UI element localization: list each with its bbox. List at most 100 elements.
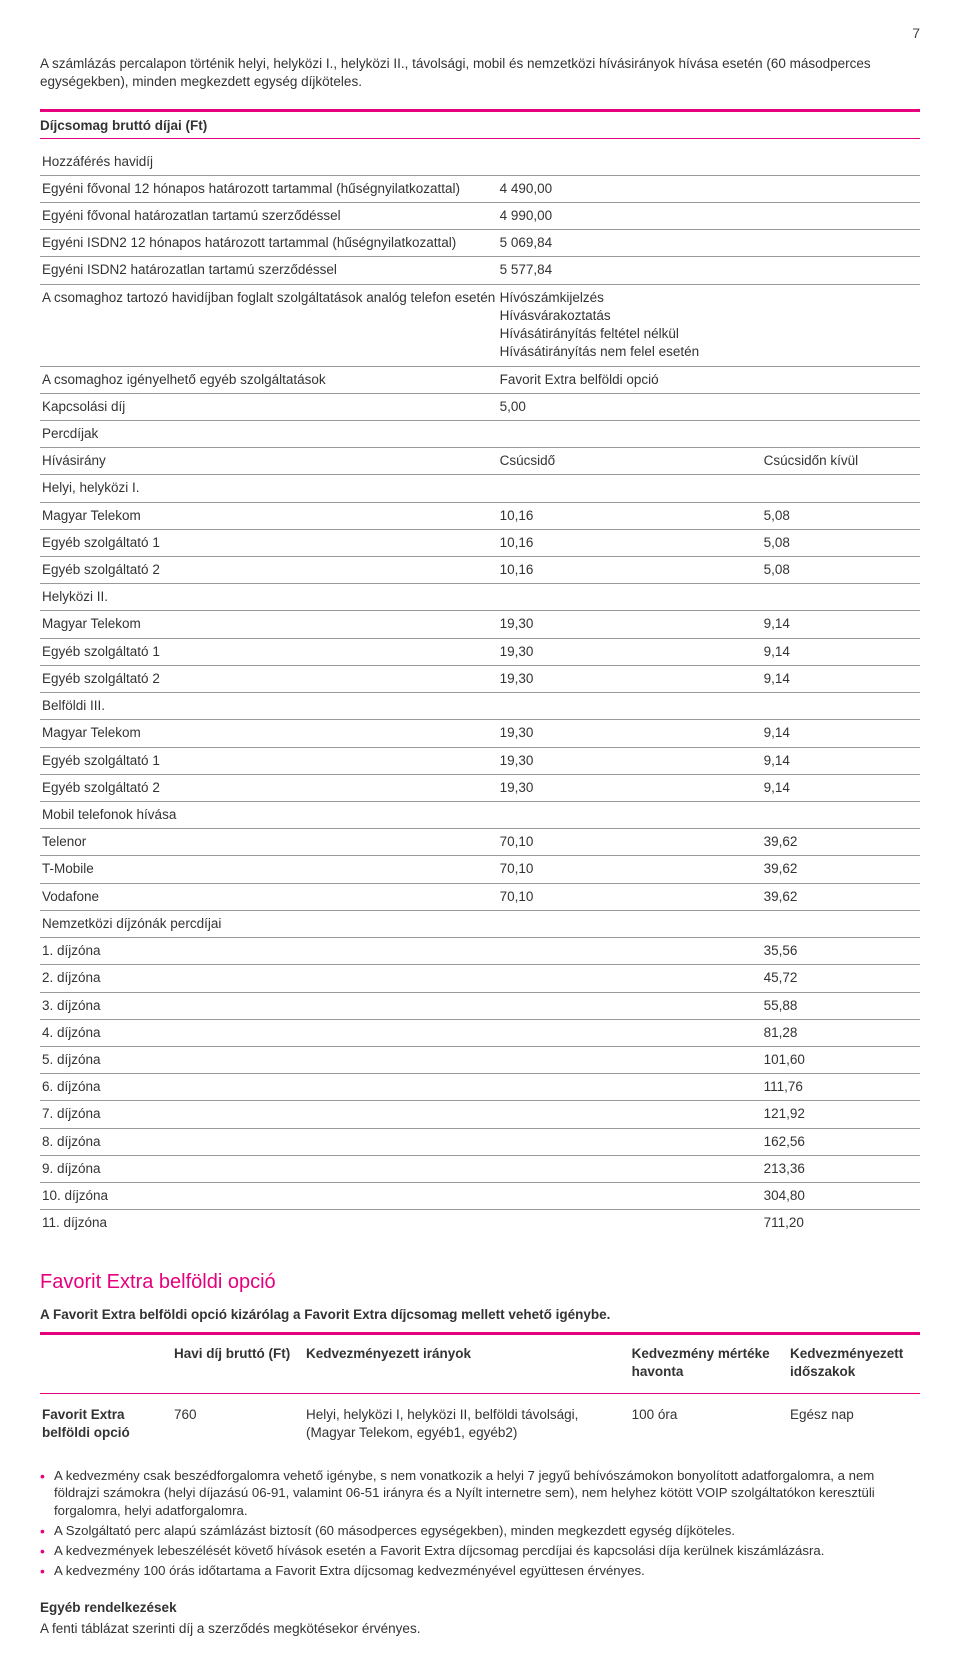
- rate-group-title: Helyi, helyközi I.: [40, 475, 498, 502]
- intl-row-value: 101,60: [762, 1046, 920, 1073]
- intl-row-label: 9. díjzóna: [40, 1155, 498, 1182]
- opt-col-fee: Havi díj bruttó (Ft): [172, 1339, 304, 1387]
- rate-col-peak: Csúcsidő: [498, 448, 762, 475]
- rate-row-peak: 10,16: [498, 557, 762, 584]
- page-number: 7: [40, 24, 920, 43]
- rate-row-off: 9,14: [762, 638, 920, 665]
- rate-group-title: Helyközi II.: [40, 584, 498, 611]
- connection-fee-value: 5,00: [498, 393, 762, 420]
- intl-row-label: 3. díjzóna: [40, 992, 498, 1019]
- rate-row-peak: 10,16: [498, 529, 762, 556]
- access-row-value: 5 577,84: [498, 257, 762, 284]
- rate-row-peak: 19,30: [498, 747, 762, 774]
- option-table: Havi díj bruttó (Ft) Kedvezményezett irá…: [40, 1339, 920, 1387]
- rate-row-peak: 19,30: [498, 720, 762, 747]
- intro-text: A számlázás percalapon történik helyi, h…: [40, 55, 920, 91]
- opt-row-name: Favorit Extra belföldi opció: [40, 1400, 172, 1448]
- optional-services-value: Favorit Extra belföldi opció: [498, 366, 762, 393]
- option-table-body: Favorit Extra belföldi opció 760 Helyi, …: [40, 1400, 920, 1448]
- option-section-title: Favorit Extra belföldi opció: [40, 1269, 920, 1296]
- rate-row-label: Egyéb szolgáltató 1: [40, 638, 498, 665]
- rate-row-off: 39,62: [762, 829, 920, 856]
- rate-row-label: Vodafone: [40, 883, 498, 910]
- opt-row-dirs: Helyi, helyközi I, helyközi II, belföldi…: [304, 1400, 630, 1448]
- rate-row-peak: 19,30: [498, 638, 762, 665]
- rate-row-label: Telenor: [40, 829, 498, 856]
- note-item: A kedvezmény 100 órás időtartama a Favor…: [40, 1562, 920, 1580]
- rate-row-off: 9,14: [762, 611, 920, 638]
- rate-row-off: 5,08: [762, 557, 920, 584]
- intro-block: A számlázás percalapon történik helyi, h…: [40, 55, 920, 91]
- rate-row-off: 9,14: [762, 747, 920, 774]
- intl-row-value: 304,80: [762, 1183, 920, 1210]
- rate-row-off: 5,08: [762, 529, 920, 556]
- rate-row-off: 39,62: [762, 883, 920, 910]
- intl-row-label: 8. díjzóna: [40, 1128, 498, 1155]
- access-row-label: Egyéni fővonal 12 hónapos határozott tar…: [40, 175, 498, 202]
- rate-col-off: Csúcsidőn kívül: [762, 448, 920, 475]
- rate-row-peak: 70,10: [498, 883, 762, 910]
- accent-rule-thin: [40, 1393, 920, 1394]
- rate-row-label: Magyar Telekom: [40, 720, 498, 747]
- opt-row-period: Egész nap: [788, 1400, 920, 1448]
- rate-row-label: T-Mobile: [40, 856, 498, 883]
- opt-row-fee: 760: [172, 1400, 304, 1448]
- access-row-value: 4 490,00: [498, 175, 762, 202]
- rate-row-off: 39,62: [762, 856, 920, 883]
- intl-row-label: 11. díjzóna: [40, 1210, 498, 1237]
- rate-row-off: 9,14: [762, 720, 920, 747]
- rate-row-label: Egyéb szolgáltató 2: [40, 557, 498, 584]
- access-row-label: Egyéni fővonal határozatlan tartamú szer…: [40, 202, 498, 229]
- access-row-value: 4 990,00: [498, 202, 762, 229]
- note-item: A kedvezmény csak beszédforgalomra vehet…: [40, 1467, 920, 1520]
- bundled-lines: HívószámkijelzésHívásvárakoztatásHívását…: [498, 284, 762, 366]
- intl-row-value: 213,36: [762, 1155, 920, 1182]
- intl-row-label: 5. díjzóna: [40, 1046, 498, 1073]
- intl-row-value: 162,56: [762, 1128, 920, 1155]
- access-row-value: 5 069,84: [498, 230, 762, 257]
- intl-row-value: 55,88: [762, 992, 920, 1019]
- rate-row-peak: 19,30: [498, 774, 762, 801]
- rate-group-title: Belföldi III.: [40, 693, 498, 720]
- rates-heading: Percdíjak: [40, 420, 498, 447]
- opt-col-dirs: Kedvezményezett irányok: [304, 1339, 630, 1387]
- opt-col-empty: [40, 1339, 172, 1387]
- rate-row-label: Egyéb szolgáltató 2: [40, 774, 498, 801]
- closing-text: A fenti táblázat szerinti díj a szerződé…: [40, 1620, 920, 1638]
- accent-rule-thick: [40, 109, 920, 112]
- intl-row-value: 81,28: [762, 1019, 920, 1046]
- rate-row-label: Egyéb szolgáltató 1: [40, 529, 498, 556]
- intl-row-label: 6. díjzóna: [40, 1074, 498, 1101]
- rate-row-peak: 10,16: [498, 502, 762, 529]
- rate-row-peak: 19,30: [498, 611, 762, 638]
- opt-col-amount: Kedvezmény mértéke havonta: [630, 1339, 788, 1387]
- rate-row-label: Magyar Telekom: [40, 502, 498, 529]
- intl-row-label: 7. díjzóna: [40, 1101, 498, 1128]
- option-section-subtitle: A Favorit Extra belföldi opció kizárólag…: [40, 1306, 920, 1324]
- intl-row-value: 121,92: [762, 1101, 920, 1128]
- rate-row-peak: 70,10: [498, 856, 762, 883]
- intl-row-label: 1. díjzóna: [40, 938, 498, 965]
- intl-row-label: 4. díjzóna: [40, 1019, 498, 1046]
- accent-rule-thin: [40, 138, 920, 139]
- closing-title: Egyéb rendelkezések: [40, 1599, 920, 1617]
- opt-col-period: Kedvezményezett időszakok: [788, 1339, 920, 1387]
- rate-row-off: 5,08: [762, 502, 920, 529]
- optional-services-label: A csomaghoz igényelhető egyéb szolgáltat…: [40, 366, 498, 393]
- access-row-label: Egyéni ISDN2 12 hónapos határozott tarta…: [40, 230, 498, 257]
- fees-table: Hozzáférés havidíjEgyéni fővonal 12 hóna…: [40, 149, 920, 1237]
- rate-row-label: Magyar Telekom: [40, 611, 498, 638]
- rate-row-off: 9,14: [762, 665, 920, 692]
- rate-row-off: 9,14: [762, 774, 920, 801]
- bundled-label: A csomaghoz tartozó havidíjban foglalt s…: [40, 284, 498, 366]
- intl-heading: Nemzetközi díjzónák percdíjai: [40, 910, 498, 937]
- intl-row-value: 711,20: [762, 1210, 920, 1237]
- note-item: A Szolgáltató perc alapú számlázást bizt…: [40, 1522, 920, 1540]
- intl-row-value: 35,56: [762, 938, 920, 965]
- fees-title: Díjcsomag bruttó díjai (Ft): [40, 114, 920, 137]
- connection-fee-label: Kapcsolási díj: [40, 393, 498, 420]
- accent-rule-thick: [40, 1332, 920, 1335]
- intl-row-value: 111,76: [762, 1074, 920, 1101]
- rate-col-dir: Hívásirány: [40, 448, 498, 475]
- access-heading: Hozzáférés havidíj: [40, 149, 498, 176]
